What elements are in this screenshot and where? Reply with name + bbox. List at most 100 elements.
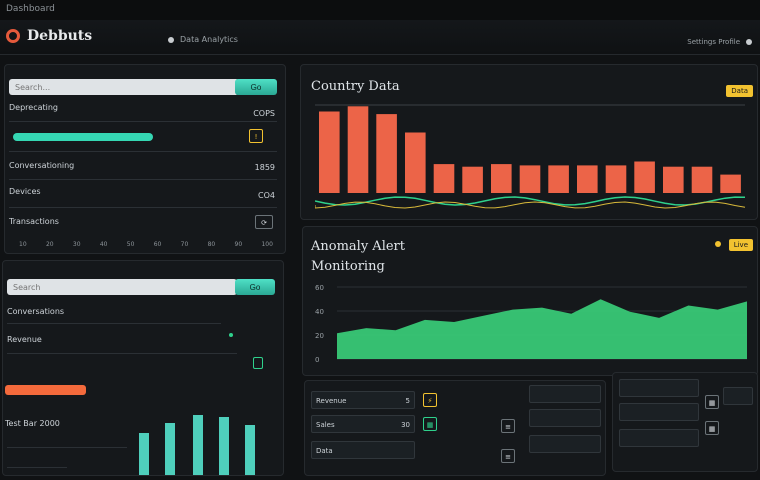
- mini-bar: [245, 425, 255, 475]
- bolt-icon[interactable]: ⚡: [423, 393, 437, 407]
- divider: [7, 467, 67, 468]
- tick-row: 10 20 30 40 50 60 70 80 90 100: [19, 241, 273, 248]
- table-cell[interactable]: [723, 387, 753, 405]
- bottom-chart-panel: Anomaly Alert Monitoring Live 60 40 20 0: [302, 226, 758, 376]
- area-series[interactable]: [337, 299, 747, 359]
- mini-bar: [219, 417, 229, 475]
- browser-topbar: Dashboard: [0, 0, 760, 21]
- table-cell[interactable]: [529, 409, 601, 427]
- table-row-value: 5: [405, 397, 410, 405]
- table-cell[interactable]: Data: [311, 441, 415, 459]
- table-row-label: Data: [316, 447, 333, 455]
- chart-title-line2: Monitoring: [311, 259, 385, 274]
- left-top-panel: Go Deprecating COPS ! Conversationing 18…: [4, 64, 286, 254]
- row-label-1: Deprecating: [9, 103, 59, 112]
- indicator-dot-icon: [229, 333, 233, 337]
- chart-badge[interactable]: Data: [726, 85, 753, 97]
- grid-icon[interactable]: ▦: [423, 417, 437, 431]
- chart-badge-live[interactable]: Live: [728, 239, 753, 251]
- section-label-3: Test Bar 2000: [5, 419, 60, 428]
- trend-line: [315, 196, 746, 206]
- table-cell[interactable]: [619, 429, 699, 447]
- tick-label: 10: [19, 241, 27, 248]
- mini-bar: [165, 423, 175, 475]
- progress-fill: [13, 133, 153, 141]
- table-row-value: 30: [401, 421, 410, 429]
- header-right-text: Settings Profile: [687, 38, 740, 46]
- header-right[interactable]: Settings Profile: [687, 38, 752, 46]
- bar[interactable]: [376, 114, 397, 193]
- section-label-1: Conversations: [7, 307, 65, 316]
- logo-icon: [6, 29, 20, 43]
- bottom-table-panel: Revenue 5 ⚡ Sales 30 ▦ ≡ Data ≡: [304, 380, 606, 476]
- search-button[interactable]: Go: [235, 79, 277, 95]
- bar[interactable]: [491, 164, 512, 193]
- bar[interactable]: [634, 161, 655, 194]
- table-cell[interactable]: [619, 379, 699, 397]
- divider: [7, 353, 237, 354]
- table-row-label: Revenue: [316, 397, 347, 405]
- row-value-4: CO4: [258, 191, 275, 200]
- left-bottom-panel: Go Conversations Revenue Test Bar 2000: [2, 260, 284, 476]
- bar[interactable]: [605, 165, 627, 193]
- mini-bar: [139, 433, 149, 475]
- chart-title-line1: Anomaly Alert: [311, 239, 405, 254]
- table-cell[interactable]: Sales 30: [311, 415, 415, 433]
- status-dot-icon: [168, 36, 174, 43]
- table-cell[interactable]: [619, 403, 699, 421]
- tick-label: 80: [207, 241, 216, 248]
- y-tick-label: 0: [315, 356, 319, 364]
- divider: [9, 151, 277, 152]
- search-input[interactable]: [9, 79, 239, 95]
- bar[interactable]: [720, 174, 741, 193]
- row-label-4: Devices: [9, 187, 41, 196]
- mini-bar-chart: [139, 415, 255, 475]
- table-row-label: Sales: [316, 421, 335, 429]
- tick-label: 30: [72, 241, 81, 248]
- area-chart: 60 40 20 0: [315, 284, 747, 364]
- trend-line-secondary: [315, 201, 746, 209]
- app-header: Debbuts Data Analytics Settings Profile: [0, 20, 760, 55]
- bar[interactable]: [663, 166, 684, 193]
- bar[interactable]: [577, 165, 598, 193]
- brand-name: Debbuts: [27, 28, 93, 44]
- table-cell[interactable]: [529, 435, 601, 453]
- list-icon[interactable]: ≡: [501, 419, 515, 433]
- warning-icon: !: [249, 129, 263, 143]
- y-tick-label: 60: [315, 284, 324, 292]
- header-center-text: Data Analytics: [180, 35, 238, 44]
- tick-label: 90: [234, 241, 243, 248]
- divider: [9, 121, 277, 122]
- user-dot-icon: [746, 39, 752, 45]
- bar[interactable]: [405, 132, 426, 194]
- bar[interactable]: [319, 111, 340, 194]
- secondary-search-button[interactable]: Go: [235, 279, 275, 295]
- row-label-3: Conversationing: [9, 161, 75, 170]
- bar[interactable]: [519, 165, 541, 193]
- tick-label: 40: [99, 241, 108, 248]
- top-bar-chart: [315, 104, 746, 209]
- grid-icon[interactable]: ▦: [705, 395, 719, 409]
- bar[interactable]: [691, 166, 713, 193]
- chart-title: Country Data: [311, 79, 400, 94]
- divider: [7, 323, 221, 324]
- grid-icon[interactable]: ▦: [705, 421, 719, 435]
- live-indicator-icon: [715, 241, 721, 247]
- bar[interactable]: [548, 165, 569, 193]
- row-label-5: Transactions: [9, 217, 59, 226]
- mini-bar: [193, 415, 203, 475]
- toggle-icon[interactable]: ⟳: [255, 215, 273, 229]
- bar[interactable]: [462, 166, 483, 193]
- bar[interactable]: [347, 106, 369, 193]
- bottom-right-table-panel: ▦ ▦: [612, 372, 758, 472]
- window-title: Dashboard: [6, 4, 55, 14]
- green-status-icon: [253, 357, 263, 369]
- header-center[interactable]: Data Analytics: [168, 35, 238, 44]
- bar[interactable]: [433, 164, 455, 193]
- list-icon[interactable]: ≡: [501, 449, 515, 463]
- table-cell[interactable]: Revenue 5: [311, 391, 415, 409]
- table-cell[interactable]: [529, 385, 601, 403]
- screen: Debbuts Data Analytics Settings Profile …: [0, 20, 760, 480]
- secondary-search-input[interactable]: [7, 279, 237, 295]
- top-chart-panel: Country Data Data: [300, 64, 758, 220]
